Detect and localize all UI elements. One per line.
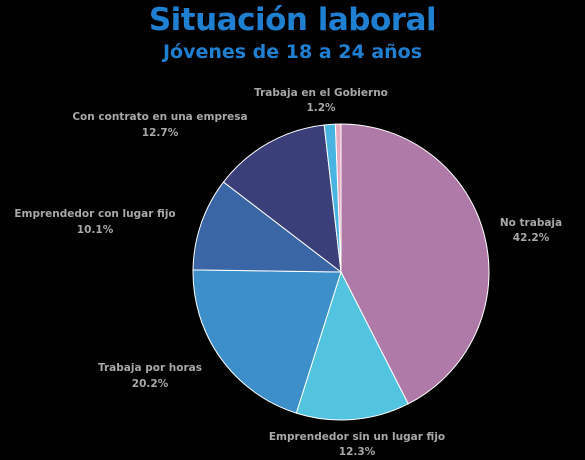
- pie-slice-4: [192, 181, 343, 273]
- value-gobierno: 1.2%: [306, 102, 336, 114]
- label-trabaja-por-horas: Trabaja por horas: [98, 362, 202, 374]
- value-trabaja-por-horas: 20.2%: [132, 378, 169, 390]
- pie-slice-1: [340, 123, 490, 405]
- value-emprendedor-con-lugar: 10.1%: [77, 224, 114, 236]
- pie-slice-7: [334, 123, 342, 273]
- chart-title: Situación laboral: [148, 2, 437, 38]
- pie-slice-2: [295, 270, 409, 421]
- label-no-trabaja: No trabaja: [500, 217, 562, 229]
- label-emprendedor-con-lugar: Emprendedor con lugar fijo: [14, 208, 175, 220]
- value-no-trabaja: 42.2%: [513, 232, 550, 244]
- label-con-contrato: Con contrato en una empresa: [72, 111, 247, 123]
- label-emprendedor-sin-lugar: Emprendedor sin un lugar fijo: [269, 431, 445, 443]
- label-gobierno: Trabaja en el Gobierno: [254, 87, 388, 99]
- value-emprendedor-sin-lugar: 12.3%: [339, 446, 376, 458]
- pie-slice-3: [192, 269, 342, 414]
- pie-slice-5: [222, 124, 342, 274]
- chart-subtitle: Jóvenes de 18 a 24 años: [162, 41, 423, 63]
- value-con-contrato: 12.7%: [142, 127, 179, 139]
